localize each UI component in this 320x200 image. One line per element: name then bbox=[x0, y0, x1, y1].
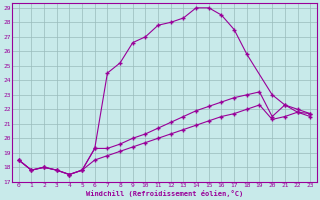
X-axis label: Windchill (Refroidissement éolien,°C): Windchill (Refroidissement éolien,°C) bbox=[86, 190, 243, 197]
